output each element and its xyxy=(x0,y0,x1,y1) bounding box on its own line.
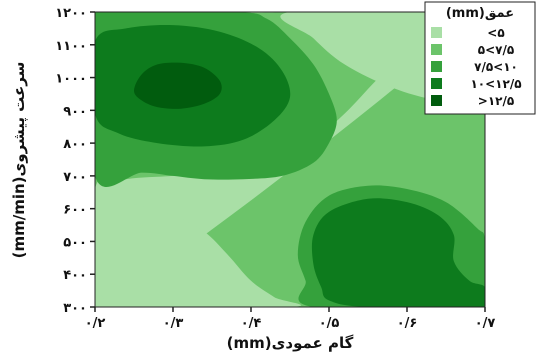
legend-box xyxy=(424,1,536,115)
y-tick-label: ۱۲۰۰ xyxy=(55,6,87,21)
y-axis-ticks: ۳۰۰ ۴۰۰ ۵۰۰ ۶۰۰ ۷۰۰ ۸۰۰ ۹۰۰ ۱۰۰۰ ۱۱۰۰ ۱۲۰۰ xyxy=(55,6,95,316)
x-tick-label: ۰/۲ xyxy=(85,316,106,331)
legend-swatch xyxy=(431,95,442,106)
legend-label: >۱۲/۵ xyxy=(478,94,514,108)
legend-swatch xyxy=(431,78,442,89)
contour-regions xyxy=(95,12,485,307)
legend: عمق(mm) <۵ ۵<۷/۵ ۷/۵<۱۰ ۱۰<۱۲/۵ >۱۲/۵ xyxy=(424,1,536,115)
legend-items: <۵ ۵<۷/۵ ۷/۵<۱۰ ۱۰<۱۲/۵ >۱۲/۵ xyxy=(431,26,522,108)
contour-region xyxy=(311,198,485,307)
x-tick-label: ۰/۵ xyxy=(319,316,340,331)
legend-swatch xyxy=(431,61,442,72)
y-tick-label: ۸۰۰ xyxy=(63,137,87,152)
contour-region xyxy=(95,284,111,307)
legend-label: ۵<۷/۵ xyxy=(478,43,514,57)
plot-frame xyxy=(94,11,486,308)
x-axis-title: گام عمودی(mm) xyxy=(227,334,354,352)
x-tick-label: ۰/۳ xyxy=(163,316,184,331)
contour-region xyxy=(134,62,222,109)
y-tick-label: ۱۱۰۰ xyxy=(55,39,87,54)
y-tick-label: ۷۰۰ xyxy=(63,170,87,185)
x-tick-label: ۰/۷ xyxy=(475,316,496,331)
legend-swatch xyxy=(431,44,442,55)
y-tick-label: ۵۰۰ xyxy=(63,235,87,250)
x-tick-label: ۰/۴ xyxy=(241,316,262,331)
legend-swatch xyxy=(431,27,442,38)
y-tick-label: ۹۰۰ xyxy=(63,104,87,119)
legend-label: ۱۰<۱۲/۵ xyxy=(470,77,521,91)
contour-region xyxy=(95,188,301,307)
y-tick-label: ۳۰۰ xyxy=(63,301,87,316)
y-axis-title: سرعت پیشروی(mm/min) xyxy=(10,62,29,259)
y-tick-label: ۴۰۰ xyxy=(63,268,87,283)
y-tick-label: ۱۰۰۰ xyxy=(55,72,87,87)
legend-label: ۷/۵<۱۰ xyxy=(474,60,518,74)
x-axis-ticks: ۰/۲ ۰/۳ ۰/۴ ۰/۵ ۰/۶ ۰/۷ xyxy=(85,307,496,331)
legend-title: عمق(mm) xyxy=(446,6,514,21)
y-tick-label: ۶۰۰ xyxy=(63,203,87,218)
x-tick-label: ۰/۶ xyxy=(397,316,418,331)
legend-label: <۵ xyxy=(487,26,504,40)
